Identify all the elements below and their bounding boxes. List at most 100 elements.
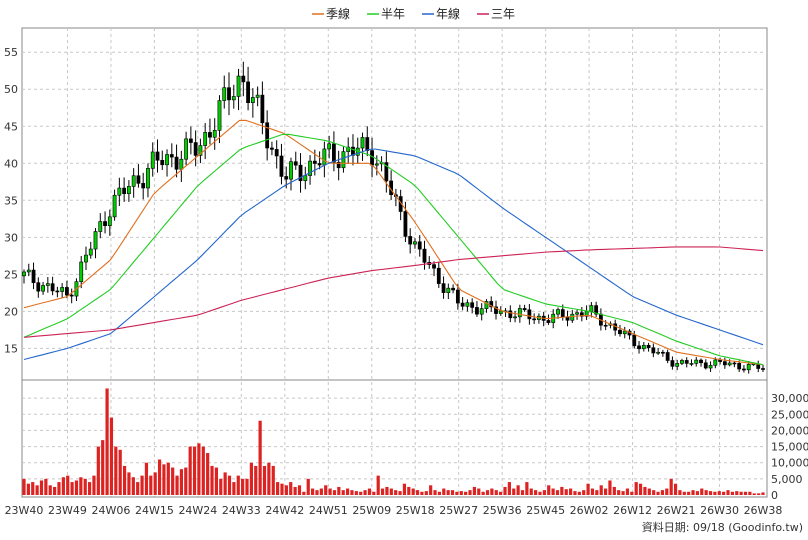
volume-bar [708, 491, 713, 495]
candle-body [455, 289, 460, 304]
candle-body [36, 282, 41, 292]
candle-body [188, 138, 193, 143]
volume-bar [612, 486, 616, 495]
candle-body [55, 290, 60, 293]
volume-y-axis: 0 5,000 10,000 15,000 20,000 25,000 30,000 [771, 392, 808, 502]
candle-body [742, 368, 746, 371]
volume-bar [573, 491, 577, 495]
volume-bar [407, 486, 411, 495]
candle-body [684, 360, 689, 364]
volume-bar [311, 488, 315, 495]
candle-body [703, 362, 708, 369]
volume-bar [367, 488, 372, 495]
volume-bar [630, 491, 634, 495]
candle-body [484, 301, 489, 309]
volume-bar [398, 491, 402, 495]
volume-bar [516, 485, 520, 495]
volume-bar [140, 475, 144, 495]
candle-body [446, 287, 451, 293]
volume-bar [372, 491, 376, 495]
volume-bar [621, 491, 625, 495]
volume-bar [477, 488, 481, 495]
volume-bar [258, 420, 262, 495]
candle-body [403, 211, 408, 237]
candle-body [274, 149, 279, 157]
candle-body [670, 360, 675, 367]
volume-bar [529, 488, 533, 495]
candle-body [579, 312, 584, 317]
candle-body [384, 162, 389, 182]
volume-bar [512, 488, 516, 495]
candle-body [713, 359, 718, 366]
price-tick-label: 35 [4, 194, 18, 207]
candle-body [465, 302, 470, 307]
volume-bar [429, 485, 433, 495]
volume-bar [83, 478, 87, 495]
volume-bar [603, 488, 608, 495]
candle-body [508, 310, 513, 319]
candle-body [169, 154, 174, 158]
volume-bar [555, 490, 560, 495]
candle-body [341, 151, 346, 169]
volume-bar [341, 490, 345, 495]
candle-body [589, 305, 594, 312]
volume-bar [433, 490, 437, 495]
x-tick-label: 24W51 [309, 504, 348, 517]
x-tick-label: 26W30 [700, 504, 739, 517]
candle-body [255, 94, 260, 98]
volume-bar [31, 482, 35, 495]
candle-body [88, 248, 93, 256]
price-tick-label: 30 [4, 231, 18, 244]
candle-body [322, 148, 327, 166]
volume-bar [324, 485, 328, 495]
x-tick-label: 26W02 [570, 504, 609, 517]
x-tick-label: 24W42 [265, 504, 304, 517]
x-tick-label: 25W27 [439, 504, 478, 517]
volume-tick-label: 10,000 [771, 457, 808, 470]
footer-note: 資料日期: 09/18 (Goodinfo.tw) [642, 520, 803, 534]
volume-bar [542, 490, 546, 495]
candle-body [722, 361, 727, 366]
volume-bar [101, 440, 105, 495]
candle-body [460, 302, 465, 307]
volume-bar [455, 491, 459, 495]
legend: 季線 半年 年線 三年 [312, 6, 515, 21]
candle-body [222, 87, 227, 101]
volume-bar [297, 485, 302, 495]
candle-body [417, 241, 422, 250]
volume-bar [210, 465, 214, 495]
series-line-1 [23, 119, 764, 366]
volume-bar [114, 446, 118, 495]
volume-bar [669, 478, 673, 495]
candle-body [727, 362, 732, 366]
candle-body [293, 161, 298, 166]
candle-body [227, 87, 231, 101]
volume-bar [328, 488, 332, 495]
series-line-4 [23, 246, 764, 338]
volume-bar [157, 459, 162, 495]
volume-bar [420, 491, 424, 495]
volume-bar [490, 488, 494, 495]
volume-bar [149, 475, 153, 495]
x-tick-label: 23W49 [48, 504, 87, 517]
candle-body [265, 122, 270, 149]
volume-bar [70, 482, 74, 495]
volume-bar [96, 446, 100, 495]
candle-body [65, 287, 69, 296]
candle-body [632, 334, 637, 347]
volume-bar [293, 486, 297, 495]
volume-bar [87, 482, 92, 495]
candle-body [93, 231, 98, 250]
volume-bar [713, 491, 717, 495]
volume-bar [44, 478, 48, 495]
volume-bar [564, 489, 568, 495]
candle-body [374, 163, 379, 166]
x-tick-label: 23W40 [5, 504, 44, 517]
volume-bar [411, 488, 415, 495]
candle-body [327, 143, 332, 150]
volume-bar [748, 491, 752, 495]
volume-bar [35, 485, 39, 495]
candle-body [336, 161, 341, 169]
volume-bar [127, 472, 131, 495]
candle-body [212, 130, 217, 138]
